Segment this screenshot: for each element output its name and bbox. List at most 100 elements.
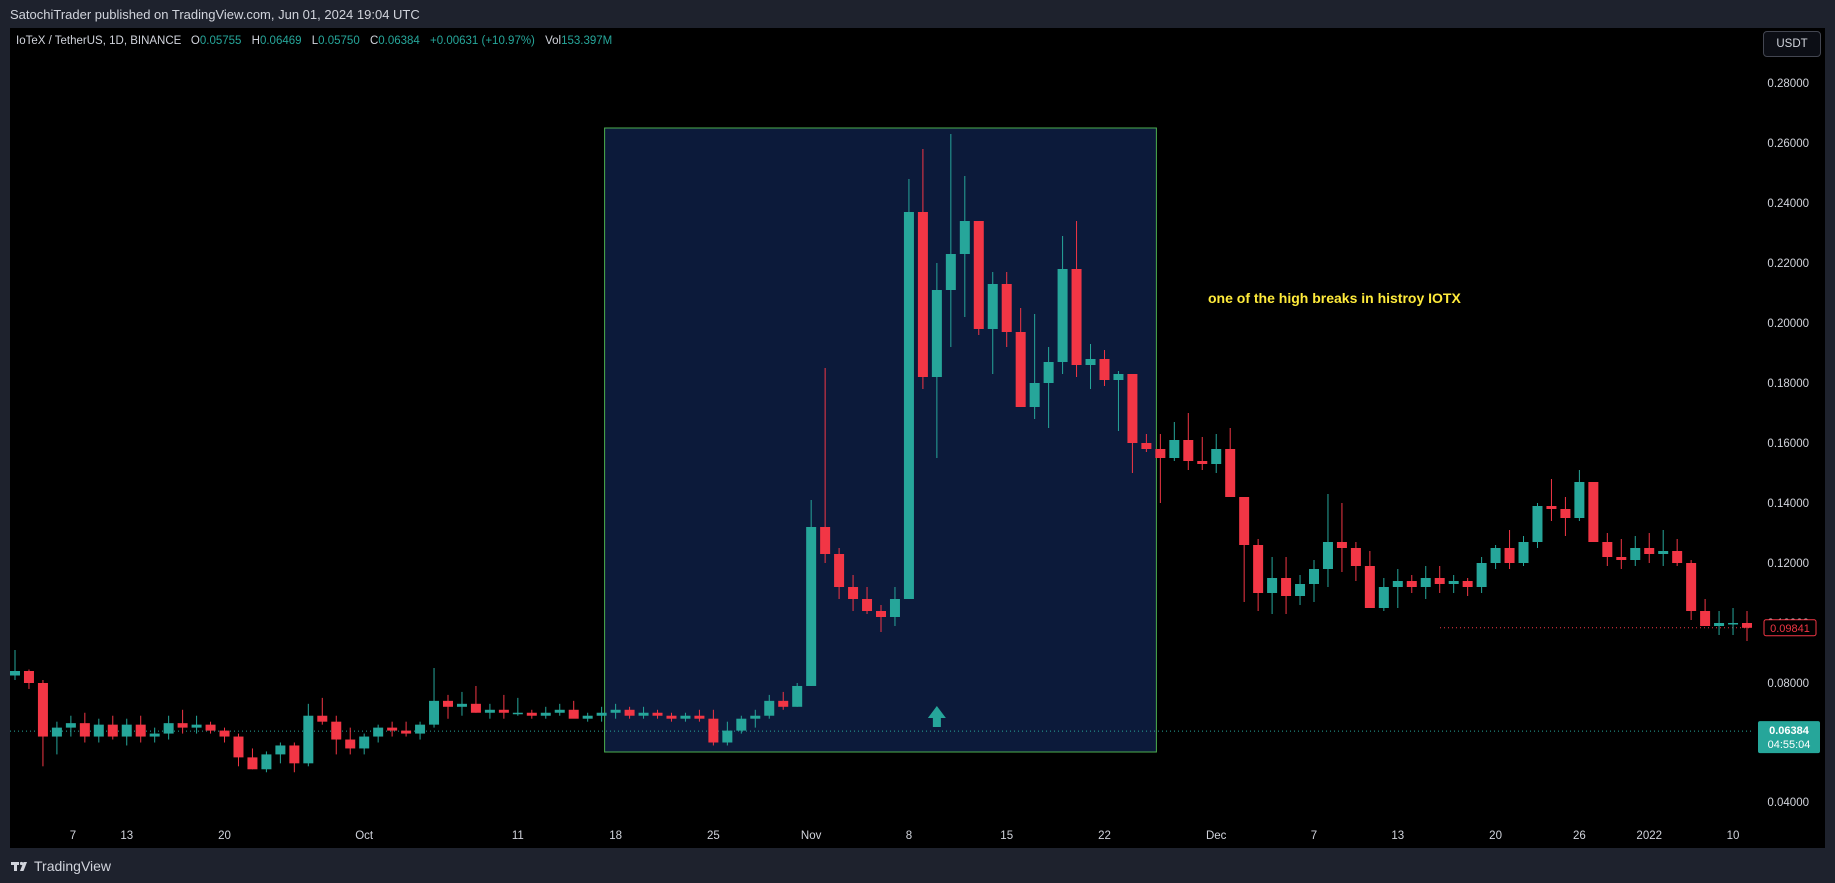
y-tick-label: 0.18000 (1767, 378, 1809, 390)
prior-close-tag (1763, 619, 1817, 637)
candle-body (596, 712, 607, 716)
x-tick-label: Oct (355, 830, 374, 842)
y-tick-label: 0.08000 (1767, 678, 1809, 690)
footer-brand[interactable]: TradingView (34, 857, 112, 874)
price-chart[interactable]: one of the high breaks in histroy IOTX 0.… (0, 0, 1835, 848)
candle-body (1728, 623, 1739, 625)
close-value: 0.06384 (378, 35, 420, 47)
candle-body (917, 212, 928, 377)
candle-body (1183, 440, 1194, 461)
candle-body (1504, 548, 1515, 563)
publish-header: SatochiTrader published on TradingView.c… (0, 0, 1835, 28)
candle-body (1001, 284, 1012, 332)
candle-body (736, 718, 747, 731)
y-tick-label: 0.28000 (1767, 78, 1809, 90)
candle-body (889, 599, 900, 617)
candle-body (1057, 269, 1068, 362)
x-tick-label: 18 (609, 830, 622, 842)
currency-button[interactable]: USDT (1763, 31, 1821, 57)
candle-body (1420, 578, 1431, 587)
candle-body (526, 712, 537, 716)
candle-body (317, 715, 328, 722)
close-label: C (369, 35, 379, 47)
candle-body (722, 730, 733, 743)
x-tick-label: 25 (707, 830, 720, 842)
candle-body (1378, 587, 1389, 608)
candle-body (764, 700, 775, 716)
candle-body (1518, 542, 1529, 563)
candle-body (387, 727, 398, 731)
candle-body (163, 723, 174, 734)
x-tick-label: 7 (1311, 830, 1317, 842)
x-tick-label: 13 (1391, 830, 1404, 842)
candle-body (498, 709, 509, 713)
candle-body (1253, 545, 1264, 593)
candle-body (1700, 611, 1711, 626)
candle-body (1658, 551, 1669, 554)
candle-body (1672, 551, 1683, 563)
candle-body (1281, 578, 1292, 596)
candle-body (303, 715, 314, 764)
candle-body (680, 715, 691, 719)
candle-body (373, 727, 384, 737)
change-value: +0.00631 (+10.97%) (430, 35, 535, 47)
prior-close-value: 0.09841 (1770, 623, 1810, 635)
candle-body (470, 703, 481, 713)
open-label: O (190, 35, 200, 47)
candle-body (149, 733, 160, 737)
candle-body (51, 727, 62, 737)
candle-body (1742, 623, 1752, 628)
candle-body (820, 527, 831, 554)
y-tick-label: 0.04000 (1767, 797, 1809, 809)
candle-body (456, 703, 467, 707)
candle-body (876, 611, 886, 617)
candle-body (205, 724, 216, 731)
low-label: L (311, 35, 319, 47)
footer: TradingView (0, 848, 1835, 883)
candle-body (554, 709, 565, 713)
candle-body (1336, 542, 1347, 548)
candle-body (582, 715, 593, 719)
x-tick-label: 13 (120, 830, 133, 842)
candle-body (10, 671, 20, 676)
candle-body (331, 721, 342, 740)
candle-body (1015, 332, 1026, 407)
candle-body (1686, 563, 1697, 611)
candle-body (289, 745, 300, 764)
countdown-value: 04:55:04 (1768, 739, 1811, 751)
candle-body (973, 221, 984, 329)
candle-body (1099, 359, 1110, 380)
tradingview-logo-icon[interactable] (10, 857, 28, 875)
candle-body (177, 723, 188, 728)
candle-body (1350, 548, 1361, 566)
x-tick-label: 10 (1727, 830, 1740, 842)
candle-body (1239, 497, 1250, 545)
candle-body (540, 712, 551, 716)
candle-body (1448, 581, 1459, 584)
candle-body (1532, 506, 1543, 542)
candle-body (959, 221, 970, 254)
candle-body (1644, 548, 1655, 554)
candle-body (1546, 506, 1557, 509)
high-label: H (251, 35, 260, 47)
candle-body (359, 736, 370, 749)
candle-body (1141, 443, 1152, 449)
candle-body (987, 284, 998, 329)
candle-body (135, 724, 146, 737)
candle-body (107, 724, 118, 737)
high-value: 0.06469 (259, 35, 302, 47)
candle-body (121, 724, 132, 737)
y-tick-label: 0.12000 (1767, 558, 1809, 570)
open-value: 0.05755 (199, 35, 242, 47)
candle-body (93, 724, 104, 737)
candle-body (1364, 566, 1375, 608)
candle-body (1574, 482, 1585, 518)
candle-body (806, 527, 817, 686)
annotation-text: one of the high breaks in histroy IOTX (1208, 290, 1461, 306)
candle-body (1392, 581, 1403, 587)
x-tick-label: 2022 (1636, 830, 1662, 842)
x-tick-label: 20 (1489, 830, 1502, 842)
x-tick-label: 15 (1000, 830, 1013, 842)
candle-body (903, 212, 914, 599)
candle-body (1309, 569, 1319, 584)
